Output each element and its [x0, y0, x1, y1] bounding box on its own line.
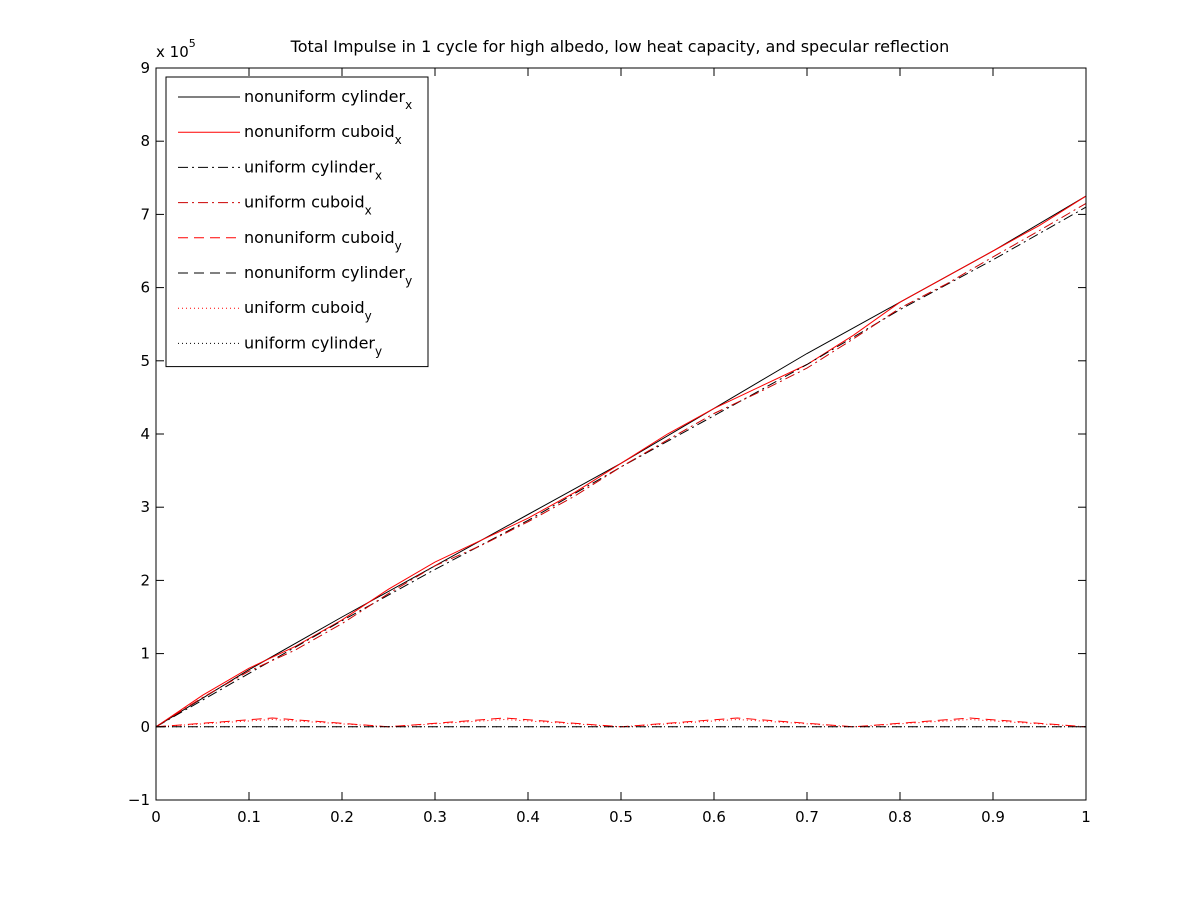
series-line-6 — [155, 718, 1087, 728]
legend-entry-subscript: x — [405, 98, 412, 112]
legend-entry-name: uniform cylinder — [244, 157, 375, 176]
x-tick-label: 0.6 — [702, 808, 726, 826]
legend-entry-1: nonuniform cuboidx — [244, 122, 402, 147]
axes-layer: 0 0.1 0.2 0.3 0.4 0.5 0.6 0.7 0.8 0.9 1−1012345678… — [128, 59, 1091, 826]
y-exponent-prefix: x 10 — [156, 43, 189, 61]
legend-entry-2: uniform cylinderx — [244, 157, 382, 182]
series-line-2 — [155, 206, 1087, 728]
x-tick-label: 0 — [151, 808, 161, 826]
legend-entry-subscript: y — [375, 344, 382, 358]
x-tick-label: 0.5 — [609, 808, 633, 826]
legend-entry-subscript: y — [395, 239, 402, 253]
x-tick-label: 0.7 — [795, 808, 819, 826]
x-tick-label: 0.4 — [516, 808, 540, 826]
legend-entry-name: uniform cuboid — [244, 193, 365, 212]
legend-entry-subscript: y — [365, 309, 372, 323]
legend-entry-name: nonuniform cylinder — [244, 87, 405, 106]
legend-entry-6: uniform cuboidy — [244, 298, 372, 323]
y-tick-label: 8 — [140, 132, 150, 150]
legend-entry-subscript: x — [375, 168, 382, 182]
legend-entry-0: nonuniform cylinderx — [244, 87, 412, 112]
y-tick-label: 9 — [140, 59, 150, 77]
y-tick-label: −1 — [128, 791, 150, 809]
legend-entry-5: nonuniform cylindery — [244, 263, 412, 288]
y-tick-label: 3 — [140, 498, 150, 516]
y-tick-label: 4 — [140, 425, 150, 443]
x-tick-label: 1 — [1081, 808, 1091, 826]
y-tick-label: 7 — [140, 205, 150, 223]
y-tick-label: 0 — [140, 718, 150, 736]
legend-entry-name: nonuniform cuboid — [244, 228, 395, 247]
y-axis-exponent: x 105 — [156, 37, 196, 61]
legend-entry-name: uniform cylinder — [244, 333, 375, 352]
legend-entry-3: uniform cuboidx — [244, 193, 372, 218]
x-tick-label: 0.3 — [423, 808, 447, 826]
legend-entry-7: uniform cylindery — [244, 333, 382, 358]
legend-box — [165, 76, 429, 368]
y-tick-label: 1 — [140, 645, 150, 663]
x-tick-label: 0.8 — [888, 808, 912, 826]
y-tick-label: 6 — [140, 279, 150, 297]
y-tick-label: 5 — [140, 352, 150, 370]
series-line-3 — [155, 202, 1087, 728]
x-tick-label: 0.9 — [981, 808, 1005, 826]
x-tick-label: 0.2 — [330, 808, 354, 826]
y-tick-label: 2 — [140, 571, 150, 589]
legend-entry-subscript: x — [365, 204, 372, 218]
legend-entry-name: nonuniform cuboid — [244, 122, 395, 141]
x-tick-label: 0.1 — [237, 808, 261, 826]
y-exponent-power: 5 — [189, 37, 196, 50]
series-layer — [155, 195, 1087, 728]
chart-title: Total Impulse in 1 cycle for high albedo… — [290, 37, 950, 56]
series-line-1 — [155, 195, 1087, 728]
legend-entry-4: nonuniform cuboidy — [244, 228, 402, 253]
legend-entry-name: uniform cuboid — [244, 298, 365, 317]
legend-entry-subscript: x — [395, 133, 402, 147]
legend-entry-name: nonuniform cylinder — [244, 263, 405, 282]
legend-entry-subscript: y — [405, 274, 412, 288]
